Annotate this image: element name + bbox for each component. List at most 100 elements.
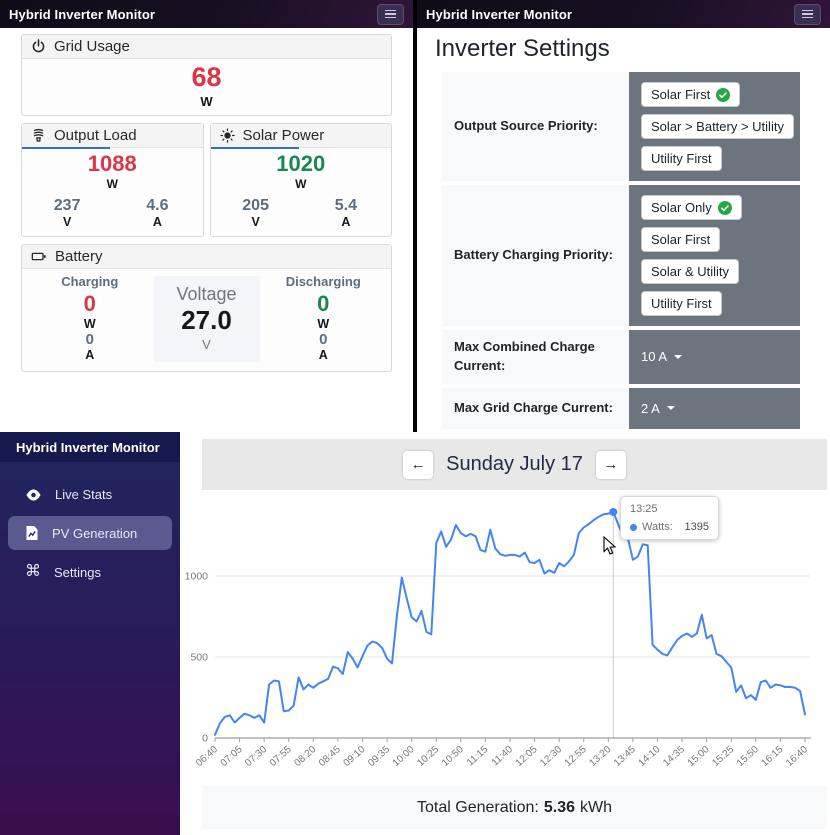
sidebar-title: Hybrid Inverter Monitor bbox=[0, 432, 180, 462]
total-generation-unit: kWh bbox=[580, 798, 612, 816]
solar-power-card: Solar Power 1020 W 205 V 5.4 A bbox=[209, 123, 392, 238]
sidebar-item-settings[interactable]: ⌘ Settings bbox=[8, 555, 172, 589]
series-dot-icon bbox=[630, 523, 637, 531]
output-load-value: 1088 bbox=[87, 151, 137, 177]
pv-chart-area: 0 500 1000 06:40 07:05 07:30 07:55 08:20 08:45 09… bbox=[180, 490, 830, 786]
x-axis-label: 14:35 bbox=[661, 744, 687, 769]
next-day-button[interactable]: → bbox=[595, 450, 626, 479]
sidebar-item-live-stats[interactable]: Live Stats bbox=[8, 478, 172, 511]
solar-power-title: Solar Power bbox=[242, 127, 325, 145]
inverter-settings-panel: Hybrid Inverter Monitor Inverter Setting… bbox=[417, 0, 830, 432]
charging-label: Charging bbox=[61, 274, 119, 290]
chevron-down-icon bbox=[674, 354, 683, 359]
tooltip-series-label: Watts: bbox=[642, 521, 673, 533]
option-utility-first-button[interactable]: Utility First bbox=[641, 291, 722, 316]
x-axis-label: 07:30 bbox=[243, 744, 269, 769]
x-axis-label: 12:30 bbox=[538, 744, 564, 769]
battery-charging-priority-options: Solar Only Solar First Solar & Utility U… bbox=[629, 185, 800, 326]
check-circle-icon bbox=[716, 87, 731, 102]
sidebar-item-label: Settings bbox=[54, 564, 101, 580]
battery-card: Battery Charging 0 W 0 A Voltage 27.0 V bbox=[21, 244, 392, 372]
battery-charging-priority-row: Battery Charging Priority: Solar Only So… bbox=[442, 185, 800, 326]
current-unit-label: A bbox=[341, 215, 351, 230]
sidebar-item-pv-generation[interactable]: PV Generation bbox=[8, 516, 172, 550]
x-axis-label: 13:45 bbox=[612, 744, 638, 769]
grid-usage-card: Grid Usage 68 W bbox=[21, 34, 392, 117]
battery-header: Battery bbox=[22, 245, 391, 270]
live-stats-panel: Hybrid Inverter Monitor Grid Usage 68 W bbox=[0, 0, 413, 432]
active-tab-underline bbox=[22, 147, 111, 150]
prev-day-button[interactable]: ← bbox=[403, 450, 434, 479]
option-label: Solar First bbox=[651, 232, 711, 247]
x-axis-label: 09:10 bbox=[342, 744, 368, 769]
max-combined-charge-dropdown[interactable]: 10 A bbox=[641, 339, 683, 374]
x-axis-label: 08:45 bbox=[317, 744, 343, 769]
output-load-card: Output Load 1088 W 237 V 4.6 A bbox=[21, 123, 204, 238]
output-source-priority-row: Output Source Priority: Solar First Sola… bbox=[442, 72, 800, 181]
x-axis-label: 08:20 bbox=[292, 744, 318, 769]
option-label: Solar First bbox=[651, 87, 711, 102]
eye-icon bbox=[26, 488, 41, 501]
power-icon bbox=[32, 39, 45, 53]
live-panel-navbar: Hybrid Inverter Monitor bbox=[0, 0, 413, 28]
solar-power-value: 1020 bbox=[276, 151, 326, 177]
total-generation-bar: Total Generation: 5.36 kWh bbox=[202, 786, 827, 829]
output-load-voltage: 237 bbox=[53, 197, 81, 215]
output-load-current: 4.6 bbox=[146, 197, 169, 215]
top-row: Hybrid Inverter Monitor Grid Usage 68 W bbox=[0, 0, 830, 432]
x-axis-label: 07:55 bbox=[268, 744, 294, 769]
bulb-icon bbox=[33, 128, 44, 142]
solar-power-va: 205 V 5.4 A bbox=[211, 197, 392, 236]
x-axis-label: 10:25 bbox=[415, 744, 441, 769]
battery-icon bbox=[31, 253, 46, 261]
max-combined-charge-row: Max Combined Charge Current: 10 A bbox=[442, 330, 800, 384]
tooltip-value: 1395 bbox=[684, 521, 709, 533]
live-cards: Grid Usage 68 W Output Load 1088 W bbox=[0, 28, 413, 372]
voltage-unit: V bbox=[202, 336, 211, 352]
option-solar-battery-utility-button[interactable]: Solar > Battery > Utility bbox=[641, 114, 794, 139]
solar-power-current: 5.4 bbox=[334, 197, 357, 215]
x-axis-label: 09:35 bbox=[366, 744, 392, 769]
chart-file-icon bbox=[26, 526, 38, 540]
option-solar-and-utility-button[interactable]: Solar & Utility bbox=[641, 259, 740, 284]
sidebar-nav: Live Stats PV Generation ⌘ Settings bbox=[0, 462, 180, 589]
solar-power-unit: W bbox=[295, 177, 307, 192]
option-solar-only-button[interactable]: Solar Only bbox=[641, 195, 742, 220]
hamburger-icon[interactable] bbox=[377, 3, 404, 25]
option-utility-first-button[interactable]: Utility First bbox=[641, 146, 722, 171]
x-axis-label: 15:25 bbox=[710, 744, 736, 769]
settings-table: Output Source Priority: Solar First Sola… bbox=[442, 72, 800, 429]
x-axis-label: 16:40 bbox=[784, 744, 810, 769]
date-nav-bar: ← Sunday July 17 → bbox=[202, 439, 827, 490]
pv-main: ← Sunday July 17 → 0 500 1000 06:40 07:05 07:… bbox=[180, 432, 830, 835]
voltage-unit-label: V bbox=[62, 215, 72, 230]
option-solar-first-button[interactable]: Solar First bbox=[641, 82, 741, 107]
battery-discharging-col: Discharging 0 W 0 A bbox=[264, 274, 384, 361]
highlight-point[interactable] bbox=[609, 508, 618, 517]
y-axis-label: 500 bbox=[190, 652, 208, 664]
x-axis-label: 13:20 bbox=[587, 744, 613, 769]
max-grid-charge-dropdown[interactable]: 2 A bbox=[641, 391, 675, 426]
x-axis-label: 12:05 bbox=[514, 744, 540, 769]
grid-usage-title: Grid Usage bbox=[54, 38, 130, 55]
x-axis-label: 11:15 bbox=[465, 744, 491, 769]
settings-panel-navbar: Hybrid Inverter Monitor bbox=[417, 0, 830, 28]
x-axis-label: 12:55 bbox=[563, 744, 589, 769]
hamburger-icon[interactable] bbox=[794, 3, 821, 25]
pv-line[interactable] bbox=[214, 511, 806, 736]
output-load-unit: W bbox=[106, 177, 118, 192]
battery-voltage-box: Voltage 27.0 V bbox=[153, 276, 260, 362]
discharging-amps: 0 bbox=[319, 330, 328, 348]
option-label: Solar Only bbox=[651, 200, 712, 215]
discharging-label: Discharging bbox=[285, 274, 361, 290]
sidebar-item-label: PV Generation bbox=[52, 525, 138, 541]
max-grid-charge-row: Max Grid Charge Current: 2 A bbox=[442, 387, 800, 429]
charging-watts-unit: W bbox=[83, 316, 96, 331]
battery-body: Charging 0 W 0 A Voltage 27.0 V Discharg… bbox=[22, 269, 391, 370]
x-axis-label: 06:40 bbox=[194, 744, 220, 769]
option-solar-first-button[interactable]: Solar First bbox=[641, 227, 721, 252]
charging-amps: 0 bbox=[85, 330, 94, 348]
discharging-watts: 0 bbox=[317, 291, 330, 317]
grid-usage-unit: W bbox=[200, 94, 213, 110]
